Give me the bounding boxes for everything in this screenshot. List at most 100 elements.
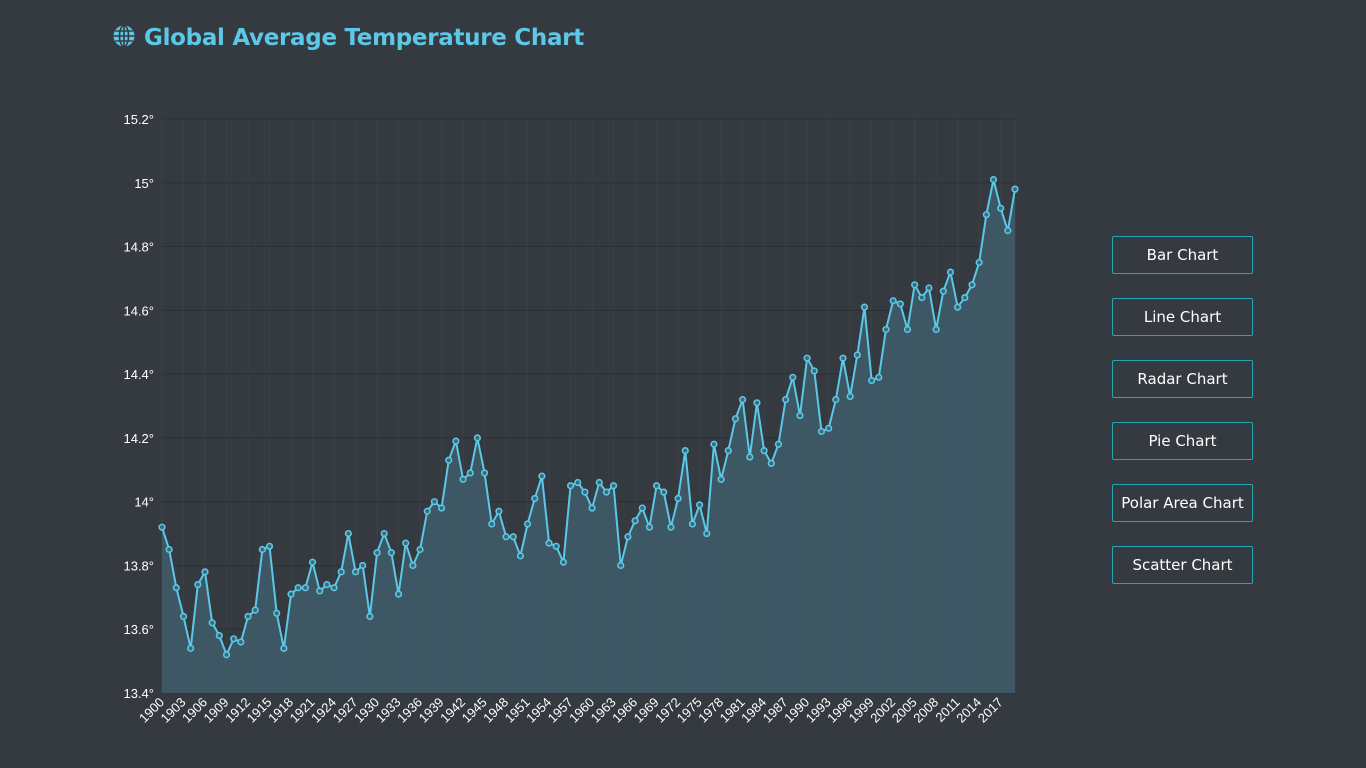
data-point xyxy=(652,482,661,490)
data-point xyxy=(430,498,438,506)
data-point xyxy=(1004,227,1012,235)
data-point xyxy=(911,281,919,289)
x-axis-ticks: 1900190319061909191219151918192119241927… xyxy=(136,695,1006,726)
data-point xyxy=(832,396,840,404)
y-tick-label: 14.4° xyxy=(123,367,154,382)
data-point xyxy=(251,606,259,614)
data-point xyxy=(896,300,904,308)
data-point xyxy=(301,584,309,592)
data-point xyxy=(782,396,790,404)
data-point xyxy=(344,529,352,538)
data-point xyxy=(294,584,302,592)
data-point xyxy=(466,469,474,477)
data-point xyxy=(674,494,682,503)
data-point xyxy=(746,453,754,461)
data-point xyxy=(552,542,560,550)
data-point xyxy=(488,520,496,528)
data-point xyxy=(480,469,489,477)
data-point xyxy=(903,325,912,334)
data-point xyxy=(825,424,833,432)
data-point xyxy=(452,437,460,445)
data-point xyxy=(968,281,976,289)
data-point xyxy=(954,303,962,311)
data-point xyxy=(796,411,804,420)
data-point xyxy=(316,587,324,595)
data-point xyxy=(523,520,532,528)
data-point xyxy=(208,619,216,627)
data-point xyxy=(638,504,646,512)
data-point xyxy=(566,482,575,490)
data-point xyxy=(308,558,317,566)
data-point xyxy=(810,367,818,375)
data-point xyxy=(624,533,632,541)
data-point xyxy=(760,447,768,455)
data-point xyxy=(961,293,969,302)
data-point xyxy=(889,297,897,305)
bar-chart-button[interactable]: Bar Chart xyxy=(1112,236,1253,274)
data-point xyxy=(696,501,704,509)
data-point xyxy=(882,325,890,334)
y-tick-label: 13.6° xyxy=(123,622,154,637)
data-point xyxy=(437,504,446,512)
data-point xyxy=(939,287,947,295)
data-point xyxy=(445,456,453,464)
data-point xyxy=(330,584,338,592)
data-point xyxy=(860,303,869,311)
data-point xyxy=(932,325,940,334)
y-axis-ticks: 15.2° 15° 14.8° 14.6° 14.4° 14.2° 14° 13.8° 13.6… xyxy=(123,112,154,701)
data-point xyxy=(273,609,281,617)
y-tick-label: 14.8° xyxy=(123,240,154,255)
data-point xyxy=(724,447,732,455)
data-point xyxy=(366,612,374,621)
data-point xyxy=(538,472,546,480)
data-point xyxy=(868,376,876,385)
data-point xyxy=(459,475,467,483)
data-point xyxy=(989,175,998,184)
data-point xyxy=(925,284,933,292)
data-point xyxy=(244,612,252,621)
x-tick-label: 2017 xyxy=(975,695,1006,726)
data-point xyxy=(875,373,883,381)
data-point xyxy=(789,373,797,381)
data-point xyxy=(753,399,761,407)
line-chart-button[interactable]: Line Chart xyxy=(1112,298,1253,336)
data-point xyxy=(373,549,381,557)
data-point xyxy=(187,644,195,652)
data-point xyxy=(559,558,568,566)
data-point xyxy=(165,545,173,554)
data-point xyxy=(473,434,481,442)
data-point xyxy=(158,523,166,531)
polar-area-chart-button[interactable]: Polar Area Chart xyxy=(1112,484,1253,522)
data-point xyxy=(595,478,603,487)
area-fill xyxy=(162,179,1015,694)
data-point xyxy=(975,258,983,267)
radar-chart-button[interactable]: Radar Chart xyxy=(1112,360,1253,398)
data-point xyxy=(703,529,711,538)
data-point xyxy=(509,533,517,541)
data-point xyxy=(767,459,775,468)
page-title: Global Average Temperature Chart xyxy=(144,25,584,51)
data-point xyxy=(853,351,861,359)
data-point xyxy=(581,488,589,496)
data-point xyxy=(351,568,360,576)
globe-icon xyxy=(112,24,136,52)
scatter-chart-button[interactable]: Scatter Chart xyxy=(1112,546,1253,584)
data-point xyxy=(516,552,525,560)
data-point xyxy=(997,204,1005,212)
data-point xyxy=(710,440,718,448)
data-point xyxy=(739,396,747,404)
data-point xyxy=(237,638,245,646)
data-point xyxy=(609,482,618,490)
y-tick-label: 13.4° xyxy=(123,686,154,701)
data-point xyxy=(502,533,510,541)
data-point xyxy=(681,447,689,455)
data-point xyxy=(918,293,926,302)
data-point xyxy=(215,631,223,640)
pie-chart-button[interactable]: Pie Chart xyxy=(1112,422,1253,460)
y-tick-label: 15° xyxy=(134,176,154,191)
data-point xyxy=(423,507,431,515)
data-point xyxy=(846,392,854,401)
data-point xyxy=(731,415,740,423)
data-point xyxy=(201,568,209,576)
